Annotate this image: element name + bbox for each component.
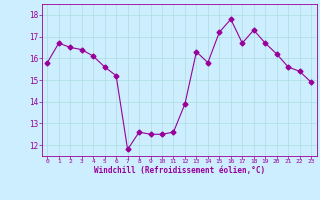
X-axis label: Windchill (Refroidissement éolien,°C): Windchill (Refroidissement éolien,°C) xyxy=(94,166,265,175)
